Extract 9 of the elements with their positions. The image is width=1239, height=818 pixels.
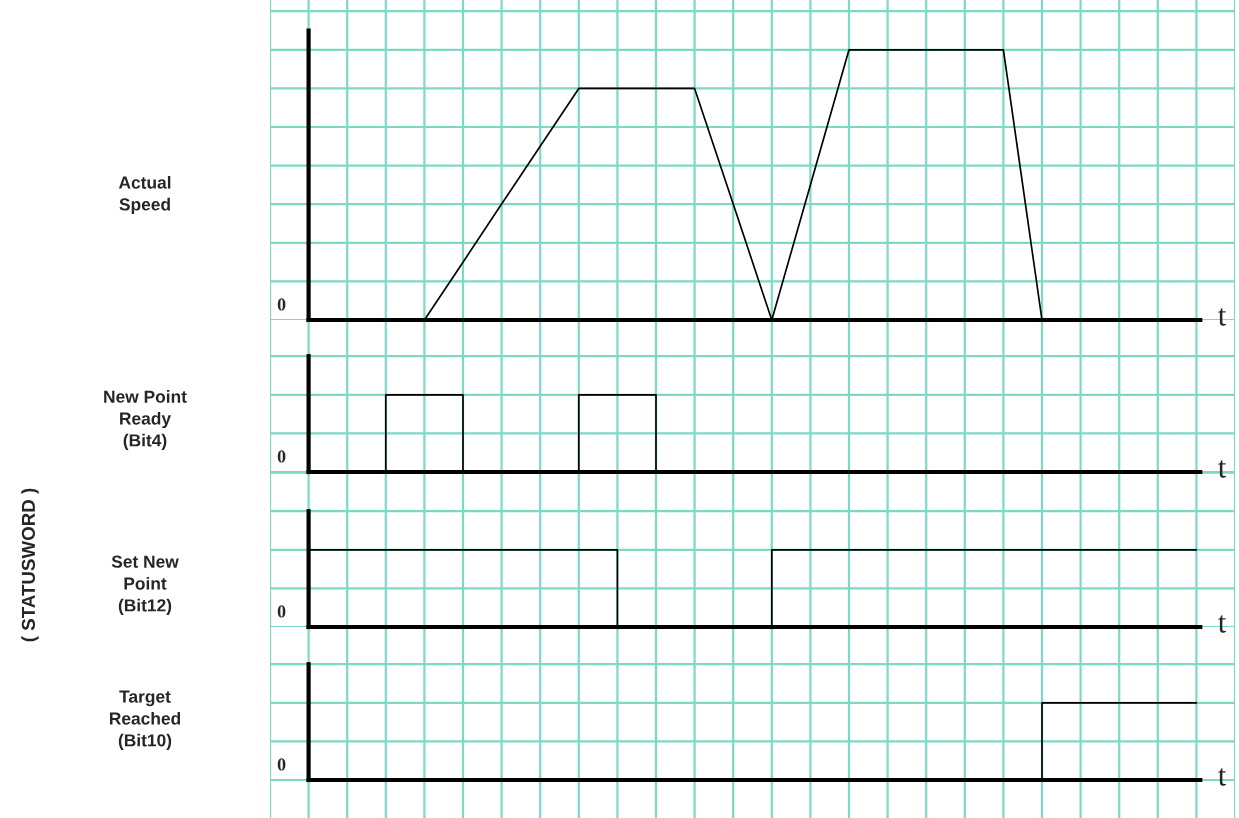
text: ( STATUSWORD ): [21, 488, 39, 642]
y-axis-title: Set New Point (Bit12): [111, 555, 179, 615]
y-axis-title: New Point Ready (Bit4): [104, 390, 187, 450]
annotation: 0: [277, 758, 286, 771]
annotation: 0: [277, 298, 286, 311]
annotation: 0: [277, 605, 286, 618]
annotation: 0: [277, 450, 286, 463]
y-axis-title: Actual Speed: [118, 175, 171, 215]
y-axis-title: Target Reached (Bit10): [109, 690, 181, 750]
